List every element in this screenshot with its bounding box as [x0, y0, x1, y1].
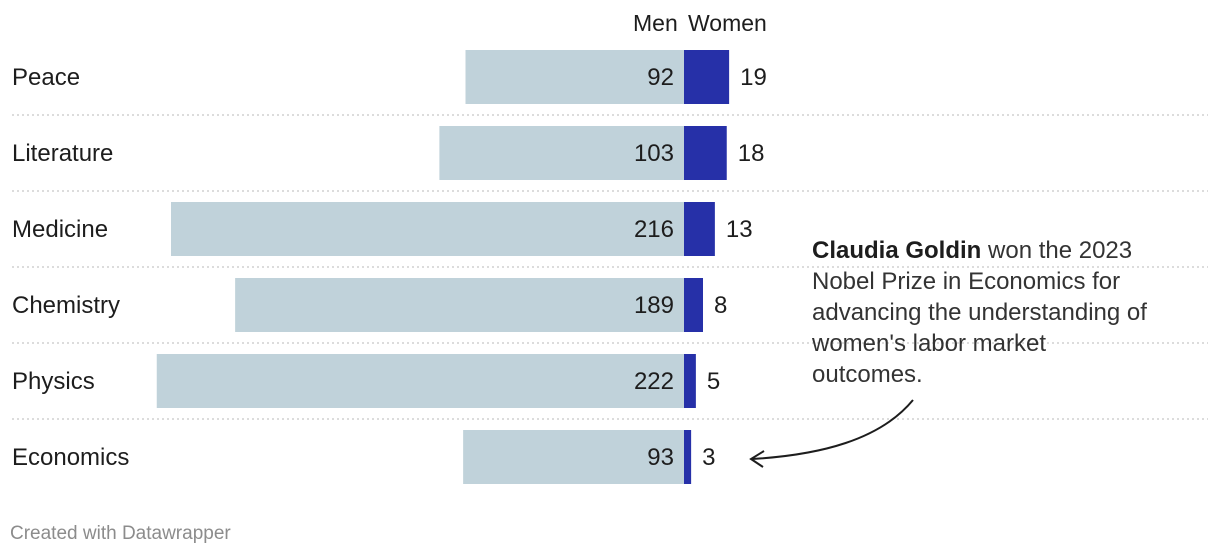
- annotation-arrow: [751, 399, 914, 460]
- bar-men: [463, 430, 684, 484]
- bar-women: [684, 278, 703, 332]
- category-label: Medicine: [12, 216, 108, 243]
- value-label-men: 93: [647, 444, 674, 471]
- value-label-women: 8: [714, 292, 727, 319]
- category-label: Economics: [12, 444, 129, 471]
- value-label-women: 18: [738, 140, 765, 167]
- bar-men: [465, 50, 684, 104]
- legend-men: Men: [633, 10, 678, 36]
- annotation-body: won the 2023 Nobel Prize in Economics fo…: [812, 237, 1147, 388]
- value-label-men: 222: [634, 368, 674, 395]
- bar-women: [684, 430, 692, 484]
- bar-women: [684, 354, 696, 408]
- bar-men: [439, 126, 684, 180]
- value-label-men: 216: [634, 216, 674, 243]
- value-label-men: 103: [634, 140, 674, 167]
- annotation-bold: Claudia Goldin: [812, 237, 982, 264]
- bar-men: [235, 278, 684, 332]
- annotation-arrow-head: [749, 450, 765, 468]
- chart-rows: Peace 92 19 Literature 103 18 Medicine 216 13 Che…: [12, 50, 1208, 484]
- annotation-text: Claudia Goldin won the 2023 Nobel Prize …: [812, 235, 1162, 390]
- value-label-women: 5: [707, 368, 720, 395]
- bar-women: [684, 126, 727, 180]
- bar-women: [684, 50, 730, 104]
- bar-men: [171, 202, 684, 256]
- value-label-men: 189: [634, 292, 674, 319]
- footer-credit: Created with Datawrapper: [10, 523, 231, 544]
- category-label: Literature: [12, 140, 113, 167]
- category-label: Physics: [12, 368, 95, 395]
- category-label: Chemistry: [12, 292, 120, 319]
- value-label-men: 92: [647, 64, 674, 91]
- value-label-women: 3: [702, 444, 715, 471]
- bar-women: [684, 202, 715, 256]
- legend-women: Women: [688, 10, 767, 36]
- bar-men: [156, 354, 684, 408]
- category-label: Peace: [12, 64, 80, 91]
- value-label-women: 13: [726, 216, 753, 243]
- value-label-women: 19: [740, 64, 767, 91]
